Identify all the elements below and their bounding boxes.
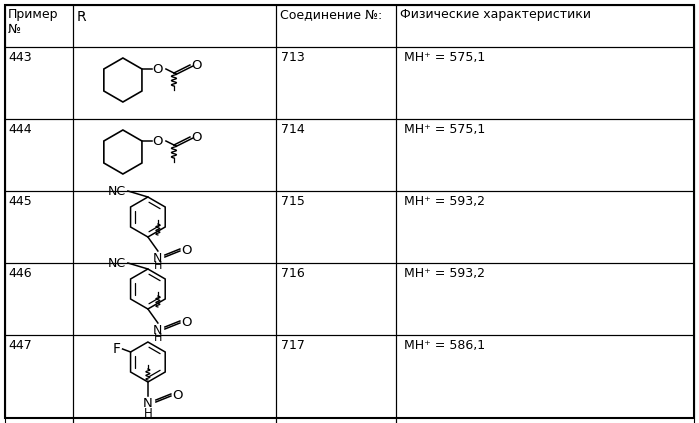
Bar <box>5 191 73 263</box>
Text: O: O <box>191 58 201 71</box>
Text: NC: NC <box>108 184 126 198</box>
Text: R: R <box>76 10 86 24</box>
Bar <box>73 119 276 191</box>
Bar <box>276 335 396 423</box>
Bar <box>276 47 396 119</box>
Bar <box>73 335 276 423</box>
Text: Соединение №:: Соединение №: <box>280 8 382 21</box>
Text: 713: 713 <box>281 51 305 64</box>
Bar <box>276 191 396 263</box>
Bar <box>73 47 276 119</box>
Text: H: H <box>154 333 162 343</box>
Text: N: N <box>153 324 163 337</box>
Bar <box>396 47 694 119</box>
Bar <box>396 5 694 47</box>
Text: 447: 447 <box>8 339 31 352</box>
Text: 716: 716 <box>281 267 305 280</box>
Polygon shape <box>104 58 142 102</box>
Polygon shape <box>131 342 165 382</box>
Text: H: H <box>154 261 162 271</box>
Bar <box>396 119 694 191</box>
Text: O: O <box>191 131 201 143</box>
Text: 444: 444 <box>8 123 31 136</box>
Bar <box>5 119 73 191</box>
Text: 445: 445 <box>8 195 31 208</box>
Bar <box>73 263 276 335</box>
Bar <box>73 5 276 47</box>
Bar <box>5 5 73 47</box>
Text: 714: 714 <box>281 123 305 136</box>
Bar <box>5 263 73 335</box>
Text: 446: 446 <box>8 267 31 280</box>
Text: O: O <box>152 135 162 148</box>
Text: Физические характеристики: Физические характеристики <box>401 8 591 21</box>
Text: 717: 717 <box>281 339 305 352</box>
Text: H: H <box>143 407 152 420</box>
Text: MH⁺ = 593,2: MH⁺ = 593,2 <box>404 267 485 280</box>
Bar <box>396 191 694 263</box>
Text: 443: 443 <box>8 51 31 64</box>
Text: MH⁺ = 593,2: MH⁺ = 593,2 <box>404 195 485 208</box>
Text: NC: NC <box>108 256 126 269</box>
Text: MH⁺ = 575,1: MH⁺ = 575,1 <box>404 123 486 136</box>
Text: N: N <box>143 397 153 410</box>
Bar <box>396 263 694 335</box>
Bar <box>276 119 396 191</box>
Bar <box>5 335 73 423</box>
Polygon shape <box>131 269 165 309</box>
Polygon shape <box>131 197 165 237</box>
Text: O: O <box>181 244 192 256</box>
Polygon shape <box>104 130 142 174</box>
Bar <box>396 335 694 423</box>
Bar <box>5 47 73 119</box>
Bar <box>276 5 396 47</box>
Text: Пример
№: Пример № <box>8 8 59 36</box>
Text: N: N <box>153 252 163 265</box>
Text: F: F <box>113 342 120 356</box>
Text: MH⁺ = 586,1: MH⁺ = 586,1 <box>404 339 486 352</box>
Bar <box>73 191 276 263</box>
Bar <box>276 263 396 335</box>
Text: O: O <box>181 316 192 329</box>
Text: O: O <box>152 63 162 75</box>
Text: 715: 715 <box>281 195 305 208</box>
Text: O: O <box>172 388 182 401</box>
Text: MH⁺ = 575,1: MH⁺ = 575,1 <box>404 51 486 64</box>
